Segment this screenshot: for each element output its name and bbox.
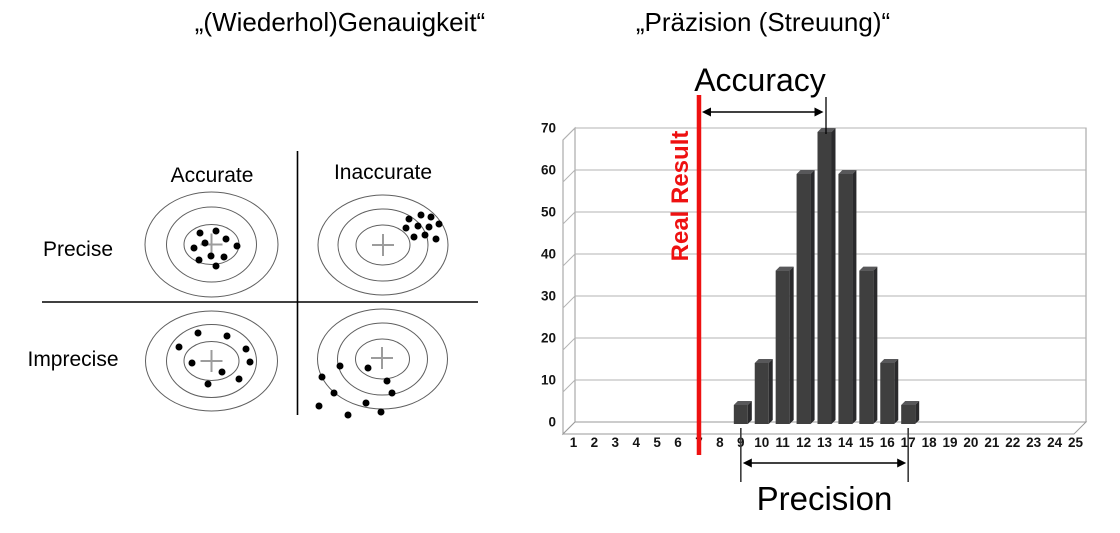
- svg-text:70: 70: [541, 121, 556, 136]
- svg-text:5: 5: [653, 435, 661, 450]
- column-label-accurate: Accurate: [170, 164, 254, 187]
- svg-text:15: 15: [859, 435, 875, 450]
- svg-text:25: 25: [1068, 435, 1084, 450]
- svg-text:20: 20: [541, 331, 556, 346]
- svg-text:4: 4: [632, 435, 640, 450]
- svg-text:14: 14: [838, 435, 854, 450]
- real-result-annotation: Real Result: [667, 130, 694, 262]
- svg-text:12: 12: [796, 435, 811, 450]
- svg-text:0: 0: [548, 415, 556, 430]
- accuracy-annotation: Accuracy: [694, 62, 826, 98]
- svg-text:40: 40: [541, 247, 556, 262]
- svg-text:23: 23: [1026, 435, 1042, 450]
- row-label-imprecise: Imprecise: [27, 348, 119, 371]
- svg-text:18: 18: [922, 435, 938, 450]
- svg-text:21: 21: [984, 435, 1000, 450]
- svg-text:8: 8: [716, 435, 724, 450]
- left-panel-title: „(Wiederhol)Genauigkeit“: [194, 7, 486, 37]
- svg-text:13: 13: [817, 435, 833, 450]
- svg-text:50: 50: [541, 205, 556, 220]
- right-panel-title: „Präzision (Streuung)“: [635, 7, 891, 37]
- precision-annotation: Precision: [756, 480, 893, 517]
- svg-text:3: 3: [612, 435, 620, 450]
- svg-text:60: 60: [541, 163, 556, 178]
- svg-text:2: 2: [591, 435, 599, 450]
- svg-text:1: 1: [570, 435, 578, 450]
- svg-text:19: 19: [943, 435, 958, 450]
- svg-text:16: 16: [880, 435, 896, 450]
- column-label-inaccurate: Inaccurate: [333, 161, 433, 184]
- svg-text:10: 10: [754, 435, 769, 450]
- svg-text:6: 6: [674, 435, 682, 450]
- svg-text:20: 20: [963, 435, 978, 450]
- svg-text:30: 30: [541, 289, 556, 304]
- row-label-precise: Precise: [42, 238, 114, 261]
- svg-text:22: 22: [1005, 435, 1020, 450]
- svg-text:24: 24: [1047, 435, 1063, 450]
- svg-text:11: 11: [776, 435, 791, 450]
- svg-text:10: 10: [541, 373, 556, 388]
